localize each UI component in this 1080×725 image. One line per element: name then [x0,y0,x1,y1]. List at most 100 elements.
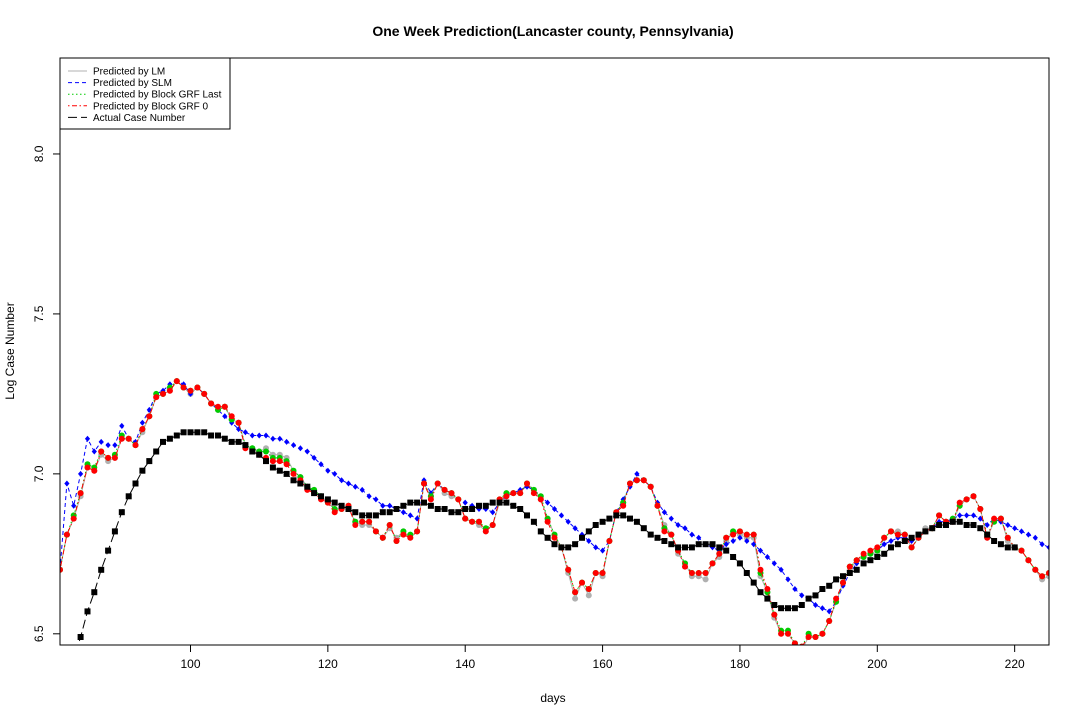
data-point [180,384,187,391]
data-point [1032,566,1039,573]
data-point [778,605,785,612]
data-point [60,566,63,573]
data-point [599,518,606,525]
data-point [881,541,887,548]
x-tick-label: 180 [730,657,750,671]
data-point [153,448,160,455]
data-point [524,512,530,519]
data-point [400,502,407,509]
data-point [71,656,77,662]
data-point [276,467,283,474]
data-point [146,413,153,420]
data-point [688,544,695,551]
data-point [620,502,627,509]
data-point [771,611,778,618]
data-point [744,538,750,544]
data-point [1046,570,1049,576]
data-point [331,509,338,516]
data-point [201,429,208,436]
data-point [963,496,970,503]
data-point [1032,534,1038,541]
data-point [1004,534,1011,541]
data-point [675,522,681,528]
data-point [64,480,70,487]
data-point [98,566,105,573]
data-point [778,566,784,573]
data-point [956,518,963,525]
data-point [647,483,654,490]
data-point [448,490,455,497]
data-point [91,448,97,455]
data-point [633,477,640,484]
data-point [180,429,187,436]
data-point [1012,525,1018,532]
data-point [723,541,729,548]
data-point [764,586,771,592]
data-point [833,595,840,602]
data-point [284,438,290,445]
data-point [400,509,406,516]
data-point [853,557,860,564]
data-point [949,518,956,525]
data-point [249,448,256,455]
data-point [324,496,331,503]
data-point [853,566,860,573]
data-point [805,595,812,602]
data-point [668,531,675,538]
data-point [373,496,379,503]
data-point [1025,557,1032,564]
data-point [572,589,579,596]
data-point [771,602,778,608]
data-point [77,634,84,640]
y-tick-label: 6.5 [32,625,46,642]
data-point [874,554,881,560]
data-point [84,608,91,615]
data-point [139,419,145,426]
data-point [311,454,317,461]
data-point [469,502,475,509]
data-point [757,566,764,573]
data-point [675,544,682,551]
data-point [544,518,551,525]
data-point [517,490,524,497]
data-point [668,541,675,548]
data-point [750,579,757,586]
data-point [572,541,579,548]
data-point [290,442,297,449]
data-point [372,512,379,519]
data-point [194,384,201,391]
data-point [888,528,894,535]
data-point [118,509,125,516]
data-point [592,522,599,528]
data-point [194,429,201,436]
series-line-predicted-by-block-grf-0 [60,380,1049,645]
data-point [132,480,139,487]
data-point [537,496,544,503]
data-point [359,518,366,525]
data-point [476,502,482,509]
data-point [208,400,215,407]
data-point [242,429,248,436]
data-point [160,438,166,445]
data-point [716,544,723,551]
data-point [1018,528,1025,535]
data-point [290,470,297,477]
data-point [647,531,654,538]
data-point [586,538,592,544]
data-point [455,509,462,516]
data-point [462,499,468,506]
data-point [256,451,263,458]
data-point [977,506,984,512]
data-point [565,544,572,551]
data-point [723,547,730,554]
data-point [427,496,434,503]
data-point [524,480,530,487]
data-point [105,454,112,461]
data-point [579,579,585,586]
data-point [956,499,963,506]
data-point [386,509,393,516]
data-point [572,525,578,532]
legend-label: Predicted by SLM [93,78,172,89]
data-point [407,499,414,506]
